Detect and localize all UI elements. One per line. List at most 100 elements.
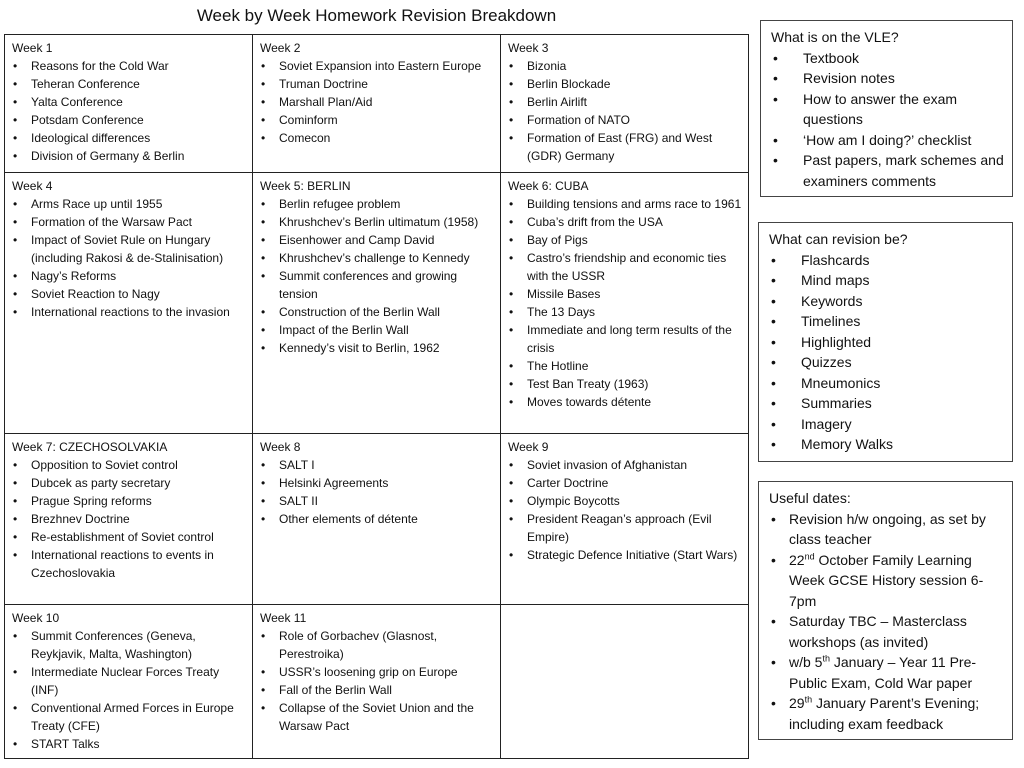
topic-item: Ideological differences (12, 129, 246, 147)
week-cell: Week 1 Reasons for the Cold WarTeheran Co… (4, 34, 253, 173)
revision-item: Quizzes (769, 352, 1004, 373)
topic-item: Formation of East (FRG) and West (GDR) G… (508, 129, 743, 165)
date-text: 22 (789, 551, 805, 568)
topic-item: Cuba’s drift from the USA (508, 213, 743, 231)
week-heading: Week 10 (12, 611, 60, 625)
topic-list: BizoniaBerlin BlockadeBerlin AirliftForm… (508, 57, 743, 165)
topic-item: Khrushchev’s challenge to Kennedy (260, 249, 494, 267)
revision-item: Imagery (769, 414, 1004, 435)
week-cell: Week 6: CUBA Building tensions and arms r… (500, 172, 749, 434)
topic-item: Opposition to Soviet control (12, 456, 246, 474)
topic-item: Marshall Plan/Aid (260, 93, 494, 111)
revision-item: Flashcards (769, 250, 1004, 271)
vle-list: TextbookRevision notesHow to answer the … (771, 48, 1004, 192)
topic-item: Eisenhower and Camp David (260, 231, 494, 249)
topic-item: Khrushchev’s Berlin ultimatum (1958) (260, 213, 494, 231)
topic-item: Formation of the Warsaw Pact (12, 213, 246, 231)
topic-item: Helsinki Agreements (260, 474, 494, 492)
topic-item: Missile Bases (508, 285, 743, 303)
ordinal-suffix: th (822, 653, 830, 664)
topic-item: Impact of Soviet Rule on Hungary (includ… (12, 231, 246, 267)
topic-item: Comecon (260, 129, 494, 147)
topic-item: Test Ban Treaty (1963) (508, 375, 743, 393)
week-cell: Week 10 Summit Conferences (Geneva, Reykj… (4, 604, 253, 759)
week-heading: Week 5: BERLIN (260, 179, 351, 193)
ordinal-suffix: nd (804, 550, 815, 561)
week-heading: Week 2 (260, 41, 301, 55)
date-text: 29 (789, 695, 805, 711)
topic-item: Bay of Pigs (508, 231, 743, 249)
week-heading: Week 8 (260, 440, 301, 454)
vle-box: What is on the VLE? TextbookRevision not… (760, 20, 1013, 197)
vle-item: Textbook (771, 48, 1004, 69)
topic-item: Teheran Conference (12, 75, 246, 93)
date-item: Revision h/w ongoing, as set by class te… (769, 509, 1004, 550)
topic-item: Fall of the Berlin Wall (260, 681, 494, 699)
topic-item: Berlin Airlift (508, 93, 743, 111)
topic-list: Opposition to Soviet controlDubcek as pa… (12, 456, 246, 582)
date-text: Saturday TBC – Masterclass workshops (as… (789, 613, 967, 650)
topic-item: Brezhnev Doctrine (12, 510, 246, 528)
topic-item: Summit Conferences (Geneva, Reykjavik, M… (12, 627, 246, 663)
topic-list: Berlin refugee problemKhrushchev’s Berli… (260, 195, 494, 357)
week-heading: Week 11 (260, 611, 307, 625)
topic-item: SALT I (260, 456, 494, 474)
week-cell: Week 3 BizoniaBerlin BlockadeBerlin Airli… (500, 34, 749, 173)
topic-item: Formation of NATO (508, 111, 743, 129)
week-heading: Week 9 (508, 440, 549, 454)
week-cell: Week 2 Soviet Expansion into Eastern Euro… (252, 34, 501, 173)
topic-item: Berlin refugee problem (260, 195, 494, 213)
topic-item: Carter Doctrine (508, 474, 743, 492)
topic-item: Immediate and long term results of the c… (508, 321, 743, 357)
topic-item: Olympic Boycotts (508, 492, 743, 510)
vle-item: Past papers, mark schemes and examiners … (771, 150, 1004, 191)
topic-item: Soviet Expansion into Eastern Europe (260, 57, 494, 75)
topic-list: Summit Conferences (Geneva, Reykjavik, M… (12, 627, 246, 753)
date-text-rest: January Parent’s Evening; including exam… (789, 695, 980, 732)
date-item: w/b 5th January – Year 11 Pre-Public Exa… (769, 652, 1004, 693)
topic-list: Reasons for the Cold WarTeheran Conferen… (12, 57, 246, 165)
topic-item: President Reagan’s approach (Evil Empire… (508, 510, 743, 546)
vle-heading: What is on the VLE? (771, 29, 899, 45)
revision-heading: What can revision be? (769, 231, 908, 247)
revision-item: Summaries (769, 393, 1004, 414)
week-cell: Week 11 Role of Gorbachev (Glasnost, Pere… (252, 604, 501, 759)
topic-item: Cominform (260, 111, 494, 129)
page-title: Week by Week Homework Revision Breakdown (196, 6, 557, 25)
topic-item: Conventional Armed Forces in Europe Trea… (12, 699, 246, 735)
week-cell: Week 9 Soviet invasion of AfghanistanCart… (500, 433, 749, 605)
topic-item: Building tensions and arms race to 1961 (508, 195, 743, 213)
topic-item: Re-establishment of Soviet control (12, 528, 246, 546)
topic-item: Dubcek as party secretary (12, 474, 246, 492)
revision-item: Mind maps (769, 270, 1004, 291)
topic-item: Nagy’s Reforms (12, 267, 246, 285)
topic-item: USSR’s loosening grip on Europe (260, 663, 494, 681)
revision-types-box: What can revision be? FlashcardsMind map… (758, 222, 1013, 462)
topic-item: Soviet Reaction to Nagy (12, 285, 246, 303)
revision-item: Memory Walks (769, 434, 1004, 455)
date-text-rest: January – Year 11 Pre-Public Exam, Cold … (789, 654, 977, 691)
topic-item: The 13 Days (508, 303, 743, 321)
topic-item: Kennedy’s visit to Berlin, 1962 (260, 339, 494, 357)
ordinal-suffix: th (804, 694, 813, 705)
topic-item: Prague Spring reforms (12, 492, 246, 510)
revision-item: Timelines (769, 311, 1004, 332)
week-heading: Week 7: CZECHOSOLVAKIA (12, 440, 168, 454)
week-heading: Week 4 (12, 179, 53, 193)
topic-item: Construction of the Berlin Wall (260, 303, 494, 321)
topic-item: SALT II (260, 492, 494, 510)
topic-item: START Talks (12, 735, 246, 753)
week-cell: Week 7: CZECHOSOLVAKIA Opposition to Sovi… (4, 433, 253, 605)
date-item: Saturday TBC – Masterclass workshops (as… (769, 611, 1004, 652)
date-text: w/b 5 (789, 654, 823, 670)
topic-item: Berlin Blockade (508, 75, 743, 93)
week-heading: Week 6: CUBA (508, 179, 589, 193)
topic-item: Strategic Defence Initiative (Start Wars… (508, 546, 743, 564)
topic-item: Truman Doctrine (260, 75, 494, 93)
topic-item: Intermediate Nuclear Forces Treaty (INF) (12, 663, 246, 699)
dates-list: Revision h/w ongoing, as set by class te… (769, 509, 1004, 735)
topic-list: Soviet invasion of AfghanistanCarter Doc… (508, 456, 743, 564)
topic-item: The Hotline (508, 357, 743, 375)
date-text: Revision h/w ongoing, as set by class te… (789, 510, 986, 548)
topic-item: Other elements of détente (260, 510, 494, 528)
